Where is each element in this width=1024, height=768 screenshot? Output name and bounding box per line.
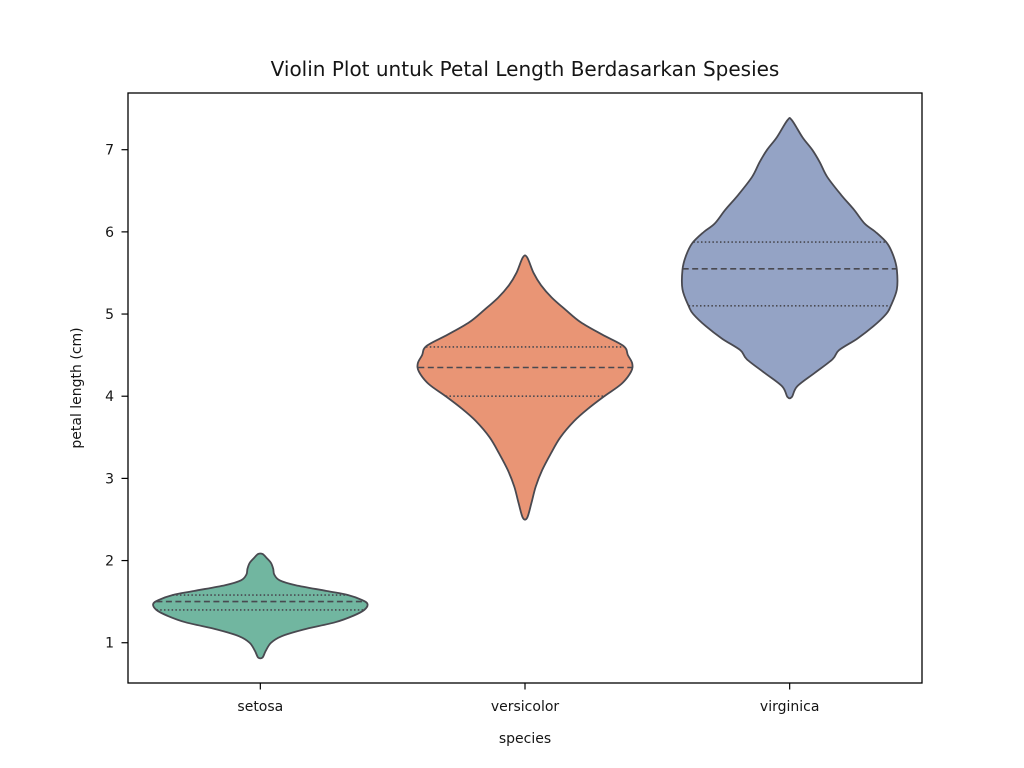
x-tick-label-setosa: setosa [237,699,283,715]
violin-body-setosa [152,552,369,660]
y-tick-label: 5 [105,307,114,323]
violin-versicolor [416,254,634,521]
x-tick-label-virginica: virginica [760,699,820,715]
y-tick-label: 2 [105,554,114,570]
y-tick-label: 7 [105,143,114,159]
axis-layer: 1 2 3 4 5 6 7 setosa versicolor virginica [105,143,819,715]
y-tick-label: 3 [105,471,114,487]
y-axis-label: petal length (cm) [69,327,85,448]
violins-layer [152,117,899,660]
y-tick-label: 6 [105,225,114,241]
violin-setosa [152,552,369,660]
x-axis-label: species [499,731,551,747]
chart-title: Violin Plot untuk Petal Length Berdasark… [271,57,780,81]
violin-virginica [680,117,899,400]
violin-body-virginica [680,117,899,400]
plot-frame [127,92,923,684]
x-tick-label-versicolor: versicolor [491,699,560,715]
violin-body-versicolor [416,254,634,521]
y-tick-label: 1 [105,636,114,652]
y-tick-label: 4 [105,389,114,405]
